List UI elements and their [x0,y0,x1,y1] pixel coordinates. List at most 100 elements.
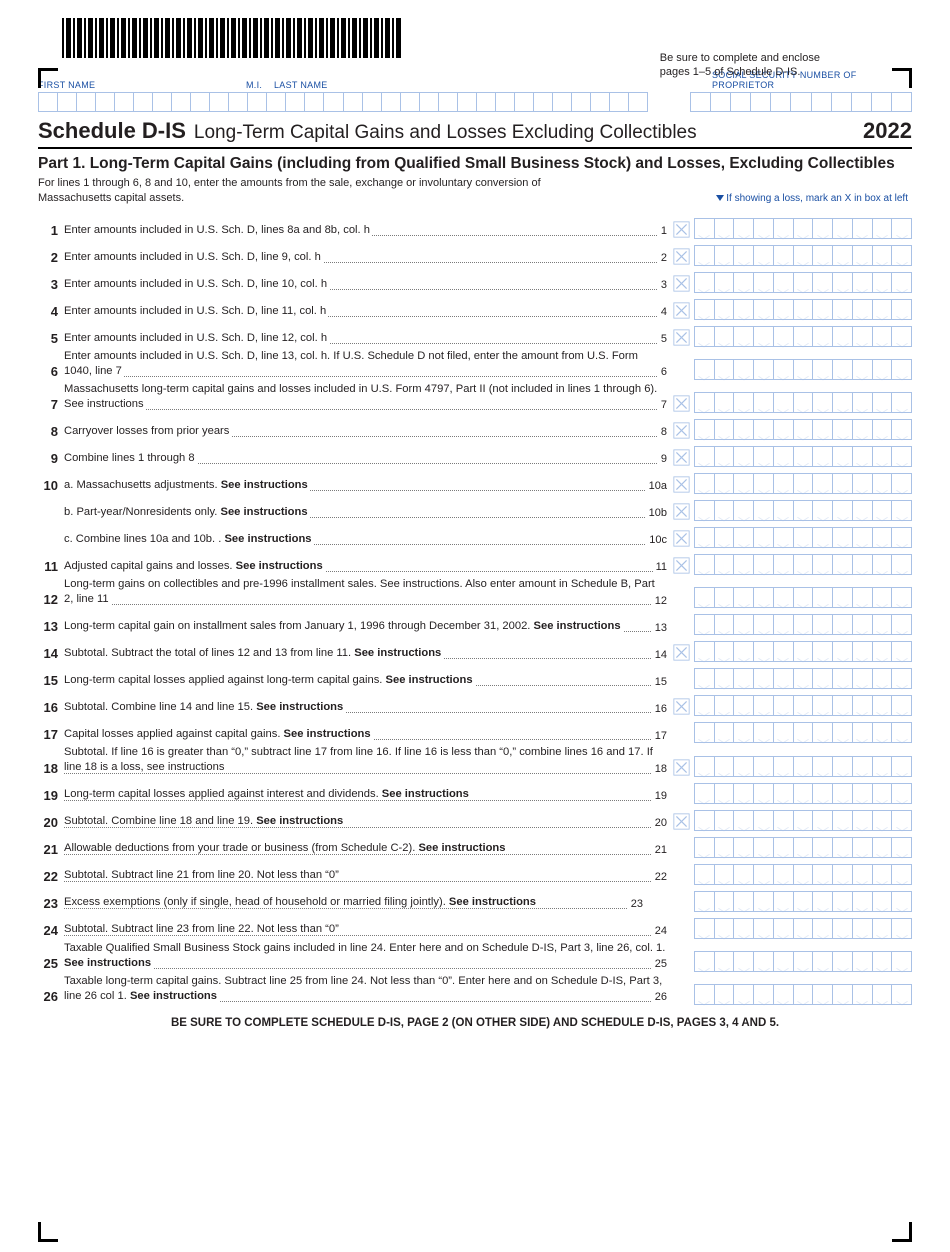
loss-x-checkbox[interactable] [673,422,690,439]
line-21: 21Allowable deductions from your trade o… [38,833,912,860]
line-text: Subtotal. Subtract line 21 from line 20.… [64,868,667,886]
amount-input[interactable] [694,951,912,972]
amount-input[interactable] [694,722,912,743]
enclose-note: Be sure to complete and enclose pages 1–… [660,52,820,80]
amount-input[interactable] [694,695,912,716]
line-text: Enter amounts included in U.S. Sch. D, l… [64,304,667,322]
line-number: 2 [38,250,64,268]
line-text: Long-term capital losses applied against… [64,787,667,805]
label-last-name: LAST NAME [274,80,654,90]
amount-input[interactable] [694,837,912,858]
line-number: 20 [38,815,64,833]
amount-input[interactable] [694,810,912,831]
enclose-note-l1: Be sure to complete and enclose [660,52,820,64]
line-25: 25Taxable Qualified Small Business Stock… [38,941,912,974]
amount-input[interactable] [694,392,912,413]
line-text: Massachusetts long-term capital gains an… [64,382,667,415]
loss-x-checkbox[interactable] [673,644,690,661]
amount-input[interactable] [694,446,912,467]
line-text: Enter amounts included in U.S. Sch. D, l… [64,250,667,268]
line-text: Adjusted capital gains and losses. See i… [64,559,667,577]
line-number: 21 [38,842,64,860]
line-number: 5 [38,331,64,349]
line-23: 23Excess exemptions (only if single, hea… [38,887,912,914]
amount-input[interactable] [694,641,912,662]
line-14: 14Subtotal. Subtract the total of lines … [38,637,912,664]
line-number: 8 [38,424,64,442]
line-text: Long-term gains on collectibles and pre-… [64,577,667,610]
line-text: c. Combine lines 10a and 10b. . See inst… [64,532,667,550]
amount-input[interactable] [694,245,912,266]
line-10b: b. Part-year/Nonresidents only. See inst… [38,496,912,523]
line-2: 2Enter amounts included in U.S. Sch. D, … [38,241,912,268]
loss-x-checkbox[interactable] [673,329,690,346]
amount-input[interactable] [694,756,912,777]
loss-x-checkbox[interactable] [673,275,690,292]
part1-subtext: For lines 1 through 6, 8 and 10, enter t… [38,176,598,206]
amount-input[interactable] [694,500,912,521]
amount-input[interactable] [694,473,912,494]
line-10c: c. Combine lines 10a and 10b. . See inst… [38,523,912,550]
part1-title: Part 1. Long-Term Capital Gains (includi… [38,155,912,173]
amount-input[interactable] [694,299,912,320]
amount-input[interactable] [694,864,912,885]
amount-input[interactable] [694,891,912,912]
amount-input[interactable] [694,587,912,608]
line-13: 13Long-term capital gain on installment … [38,610,912,637]
line-7: 7Massachusetts long-term capital gains a… [38,382,912,415]
amount-input[interactable] [694,783,912,804]
loss-x-checkbox[interactable] [673,698,690,715]
triangle-down-icon [716,195,724,201]
line-19: 19Long-term capital losses applied again… [38,779,912,806]
loss-x-checkbox[interactable] [673,221,690,238]
amount-input[interactable] [694,272,912,293]
line-text: Enter amounts included in U.S. Sch. D, l… [64,331,667,349]
line-5: 5Enter amounts included in U.S. Sch. D, … [38,322,912,349]
line-number: 3 [38,277,64,295]
line-text: Combine lines 1 through 8 9 [64,451,667,469]
name-comb-input[interactable] [38,92,648,112]
amount-input[interactable] [694,668,912,689]
tax-year: 2022 [863,118,912,144]
line-text: Excess exemptions (only if single, head … [64,895,643,913]
loss-x-checkbox[interactable] [673,248,690,265]
line-text: Long-term capital losses applied against… [64,673,667,691]
line-text: Long-term capital gain on installment sa… [64,619,667,637]
line-text: b. Part-year/Nonresidents only. See inst… [64,505,667,523]
loss-x-checkbox[interactable] [673,503,690,520]
line-1: 1Enter amounts included in U.S. Sch. D, … [38,214,912,241]
label-mi: M.I. [246,80,274,90]
line-text: Taxable Qualified Small Business Stock g… [64,941,667,974]
name-ssn-entry-row [38,92,912,112]
line-text: Subtotal. Subtract line 23 from line 22.… [64,922,667,940]
loss-x-checkbox[interactable] [673,557,690,574]
loss-x-checkbox[interactable] [673,759,690,776]
line-17: 17Capital losses applied against capital… [38,718,912,745]
line-text: Subtotal. Combine line 14 and line 15. S… [64,700,667,718]
loss-x-checkbox[interactable] [673,395,690,412]
line-number: 26 [38,989,64,1007]
amount-input[interactable] [694,554,912,575]
ssn-comb-input[interactable] [690,92,912,112]
amount-input[interactable] [694,218,912,239]
amount-input[interactable] [694,326,912,347]
line-text: Enter amounts included in U.S. Sch. D, l… [64,223,667,241]
line-number: 11 [38,559,64,577]
amount-input[interactable] [694,614,912,635]
line-22: 22Subtotal. Subtract line 21 from line 2… [38,860,912,887]
loss-hint-text: If showing a loss, mark an X in box at l… [726,193,908,204]
amount-input[interactable] [694,984,912,1005]
schedule-name: Schedule D-IS [38,118,186,144]
amount-input[interactable] [694,419,912,440]
loss-x-checkbox[interactable] [673,530,690,547]
amount-input[interactable] [694,359,912,380]
line-text: Taxable long-term capital gains. Subtrac… [64,974,667,1007]
form-lines: 1Enter amounts included in U.S. Sch. D, … [38,214,912,1007]
loss-x-checkbox[interactable] [673,302,690,319]
amount-input[interactable] [694,527,912,548]
amount-input[interactable] [694,918,912,939]
loss-x-checkbox[interactable] [673,813,690,830]
label-first-name: FIRST NAME [38,80,246,90]
loss-x-checkbox[interactable] [673,449,690,466]
loss-x-checkbox[interactable] [673,476,690,493]
